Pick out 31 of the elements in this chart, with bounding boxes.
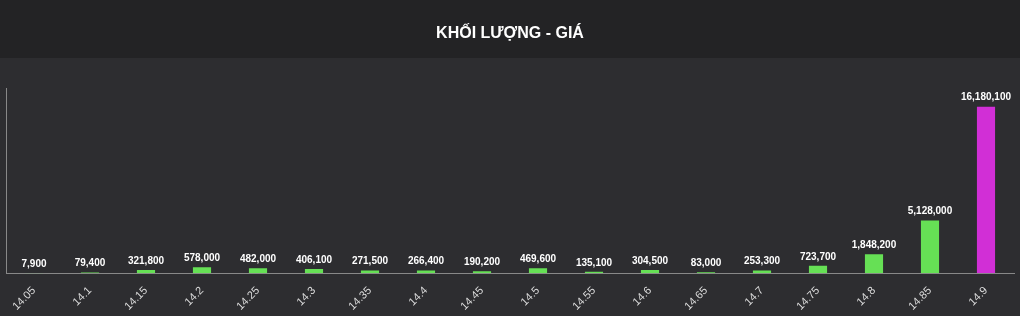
bar	[808, 265, 828, 274]
bar	[304, 269, 324, 274]
data-label: 83,000	[690, 257, 722, 269]
data-label: 1,848,200	[851, 238, 897, 250]
data-label: 253,300	[743, 255, 781, 267]
data-label: 266,400	[407, 255, 445, 267]
data-label: 482,000	[239, 252, 277, 264]
data-label: 135,100	[575, 256, 613, 268]
data-label: 79,400	[74, 257, 106, 269]
data-label: 16,180,100	[960, 91, 1012, 103]
bar	[416, 270, 436, 274]
data-label: 406,100	[295, 253, 333, 265]
bar	[360, 270, 380, 274]
bar	[528, 268, 548, 274]
bar	[640, 270, 660, 274]
bar	[920, 220, 940, 274]
bar	[192, 267, 212, 274]
data-label: 321,800	[127, 254, 165, 266]
data-label: 578,000	[183, 252, 221, 263]
data-label: 304,500	[631, 254, 669, 266]
data-label: 190,200	[463, 255, 501, 267]
data-label: 469,600	[519, 253, 557, 265]
bar	[864, 254, 884, 274]
data-label: 5,128,000	[907, 205, 953, 217]
bar	[976, 106, 996, 274]
chart-title: KHỐI LƯỢNG - GIÁ	[0, 0, 1020, 58]
bar	[136, 269, 156, 274]
data-label: 7,900	[21, 257, 47, 269]
bar	[248, 268, 268, 274]
data-label: 723,700	[799, 250, 837, 262]
data-label: 271,500	[351, 255, 389, 267]
